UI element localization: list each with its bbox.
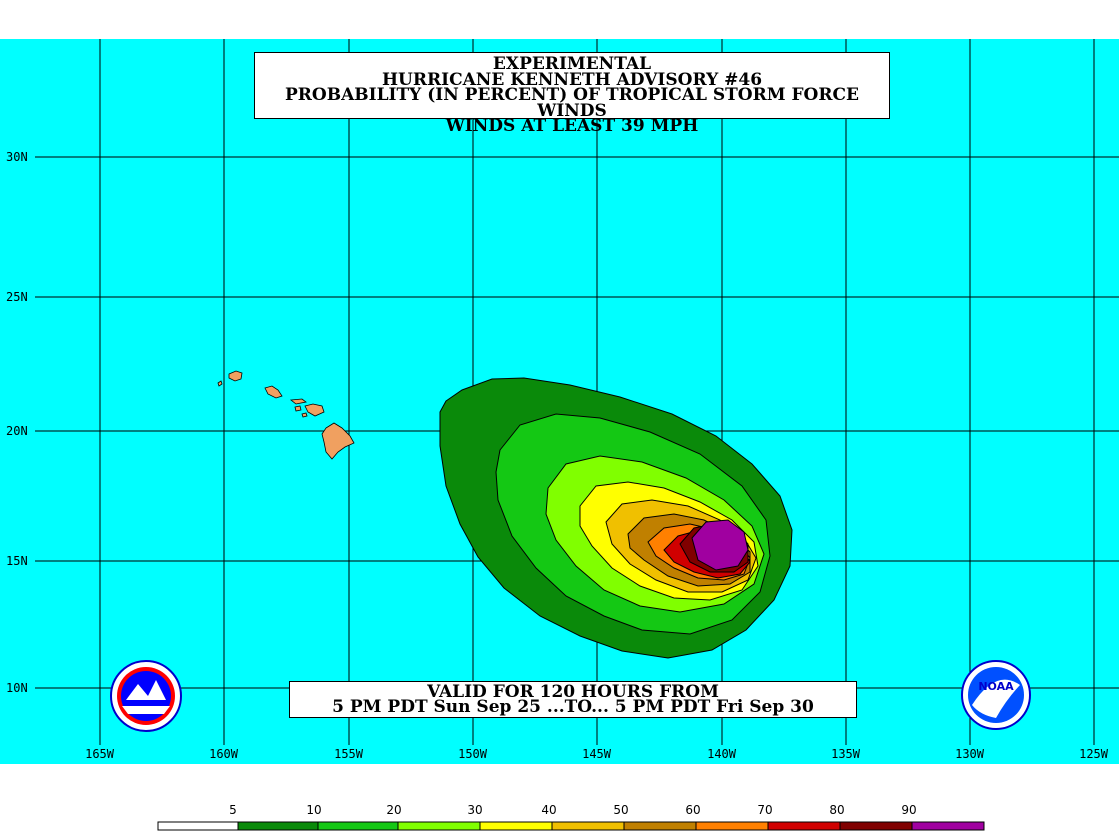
noaa-logo-icon: NOAA [961,660,1031,730]
island-oahu [264,385,283,399]
lon-label-165w: 165W [85,747,115,761]
title-line-1: EXPERIMENTAL [492,54,652,74]
hawaiian-islands [217,370,355,460]
contour-max [691,519,749,571]
island-kauai [228,370,243,382]
legend-label-90: 90 [901,803,916,817]
island-lanai [294,405,302,412]
island-hawaii [321,422,355,460]
probability-map: 30N 25N 20N 15N 10N 165W 160W 155W 150W … [0,39,1119,764]
map-title-box: EXPERIMENTAL HURRICANE KENNETH ADVISORY … [254,52,890,134]
valid-period-box: VALID FOR 120 HOURS FROM 5 PM PDT Sun Se… [289,681,857,718]
island-maui [304,403,325,417]
valid-line-1: VALID FOR 120 HOURS FROM [427,682,719,702]
lon-label-145w: 145W [582,747,612,761]
island-kahoolawe [301,412,308,418]
legend-label-20: 20 [386,803,401,817]
lat-label-15n: 15N [6,554,28,568]
lat-label-25n: 25N [6,290,28,304]
lat-label-20n: 20N [6,424,28,438]
lon-label-135w: 135W [831,747,861,761]
lon-label-125w: 125W [1079,747,1109,761]
svg-text:NOAA: NOAA [978,680,1014,693]
title-line-3: PROBABILITY (IN PERCENT) OF TROPICAL STO… [285,85,859,121]
legend-swatch [157,821,239,831]
legend-swatch [237,821,319,831]
title-line-2: HURRICANE KENNETH ADVISORY #46 [381,69,763,90]
lat-label-10n: 10N [6,681,28,695]
legend-swatch [767,821,841,831]
lon-label-150w: 150W [458,747,488,761]
legend-swatch [397,821,481,831]
legend-swatch [839,821,913,831]
legend-swatch [695,821,769,831]
legend-label-5: 5 [229,803,237,817]
legend-swatch [623,821,697,831]
legend-label-70: 70 [757,803,772,817]
island-molokai [289,398,307,405]
legend-label-10: 10 [306,803,321,817]
color-legend: 5 10 20 30 40 50 60 70 80 90 [157,803,985,831]
probability-contours [439,377,793,659]
legend-label-50: 50 [613,803,628,817]
lat-label-30n: 30N [6,150,28,164]
valid-line-2: 5 PM PDT Sun Sep 25 ...TO... 5 PM PDT Fr… [332,697,814,717]
lon-label-130w: 130W [955,747,985,761]
legend-swatch [551,821,625,831]
lon-label-160w: 160W [209,747,239,761]
legend-swatch [911,821,985,831]
title-line-4: WINDS AT LEAST 39 MPH [445,116,699,136]
island-niihau [217,380,223,387]
lon-label-155w: 155W [334,747,364,761]
lon-label-140w: 140W [707,747,737,761]
legend-label-60: 60 [685,803,700,817]
legend-label-30: 30 [467,803,482,817]
legend-swatch [479,821,553,831]
legend-label-80: 80 [829,803,844,817]
nws-logo-icon [110,660,182,732]
legend-label-40: 40 [541,803,556,817]
legend-swatch [317,821,399,831]
